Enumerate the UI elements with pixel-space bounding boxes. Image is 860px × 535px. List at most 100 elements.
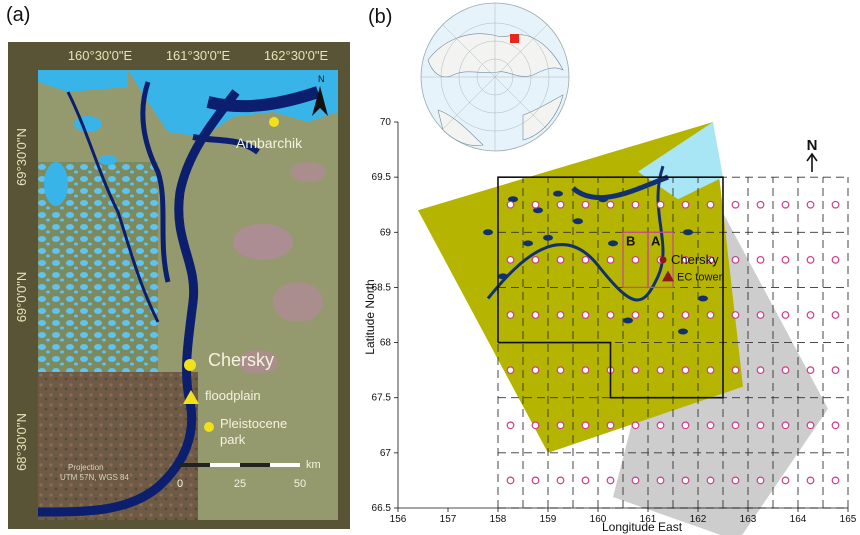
left-coord-1: 69°30'0"N (14, 128, 29, 186)
grid-point (606, 200, 615, 209)
grid-point (806, 476, 815, 485)
grid-points (506, 200, 840, 485)
x-axis-label: Longitude East (602, 520, 683, 534)
lake-9 (498, 273, 508, 280)
lake-13 (623, 317, 633, 324)
grid-point (831, 255, 840, 264)
grid-point (581, 421, 590, 430)
domain-boundary (497, 176, 724, 399)
model-grid-chart: 156 157 158 159 160 161 162 163 164 165 66.5 67 67.5… (363, 2, 857, 535)
ec-tower-label: EC tower (677, 271, 723, 283)
grid-point (606, 421, 615, 430)
grid-point (706, 421, 715, 430)
grid-point (556, 476, 565, 485)
x-tick-label: 163 (740, 514, 757, 525)
grid-point (731, 421, 740, 430)
scale-label-25: 25 (234, 478, 246, 490)
north-indicator-icon: N (806, 137, 818, 172)
river-kolyma (486, 165, 665, 302)
ambarchik-label: Ambarchik (236, 135, 303, 151)
x-tick-label: 159 (540, 514, 557, 525)
grid-point (556, 311, 565, 319)
projection-label-1: Projection (68, 463, 104, 472)
y-tick-label: 68.5 (372, 282, 392, 293)
grid-point (631, 200, 640, 209)
x-tick-label: 160 (590, 514, 607, 525)
y-tick-label: 69 (380, 227, 392, 238)
y-tick-label: 70 (380, 117, 392, 128)
north-label-b: N (807, 137, 818, 154)
grid-point (531, 311, 540, 319)
x-tick-label: 165 (840, 514, 857, 525)
floodplain-label: floodplain (205, 388, 261, 403)
lake-8 (483, 229, 493, 236)
grid-point (581, 476, 590, 485)
lake-5 (523, 240, 533, 247)
site-markers (659, 256, 674, 282)
grid-point (556, 366, 565, 375)
grid-point (506, 366, 515, 375)
grid-point (681, 366, 690, 375)
grid-point (781, 311, 790, 319)
grid-point (531, 366, 540, 375)
grid-point (581, 311, 590, 319)
domain-outline (497, 176, 724, 399)
lake-6 (543, 234, 553, 241)
grid-point (556, 255, 565, 264)
x-tick-label: 156 (390, 514, 407, 525)
north-arrow-icon: N (312, 74, 328, 116)
imagery (37, 70, 338, 520)
x-tick-label: 158 (490, 514, 507, 525)
grid-point (706, 476, 715, 485)
axes: 156 157 158 159 160 161 162 163 164 165 66.5 67 67.5… (372, 117, 857, 525)
panel-a-label: (a) (6, 4, 31, 26)
grid-point (731, 366, 740, 375)
grid-point (831, 366, 840, 375)
grid-point (656, 311, 665, 319)
grid-point (606, 311, 615, 319)
chersky-point (659, 256, 667, 264)
lake-1 (533, 207, 543, 214)
grid-point (531, 421, 540, 430)
grid-point (656, 366, 665, 375)
grid-point (756, 366, 765, 375)
y-tick-label: 69.5 (372, 172, 392, 183)
grid-point (756, 200, 765, 209)
grid-point (581, 366, 590, 375)
grid-point (831, 200, 840, 209)
grid-point (756, 476, 765, 485)
grid-point (706, 311, 715, 319)
lake-0 (508, 196, 518, 203)
floodplain-marker (183, 390, 199, 404)
grid-point (681, 255, 690, 264)
left-coord-2: 69°0'0"N (14, 272, 29, 323)
scale-bar: km 0 25 50 (177, 459, 321, 490)
y-tick-label: 66.5 (372, 503, 392, 514)
grid-point (781, 255, 790, 264)
pleistocene-park-label-1: Pleistocene (220, 416, 287, 431)
study-boxes (622, 231, 674, 289)
grid-point (531, 255, 540, 264)
grid-point (556, 200, 565, 209)
y-tick-label: 67 (380, 448, 392, 459)
study-area-marker (510, 34, 519, 43)
grid-point (606, 476, 615, 485)
lake-2 (553, 190, 563, 197)
scale-label-0: 0 (177, 478, 183, 490)
grid-point (506, 421, 515, 430)
grid-point (731, 476, 740, 485)
y-axis-label: Latitude North (363, 279, 377, 354)
pleistocene-park-marker (204, 422, 214, 432)
lake-3 (573, 218, 583, 225)
top-coord-2: 161°30'0"E (166, 48, 231, 63)
polar-inset-globe (420, 2, 570, 152)
x-tick-label: 162 (690, 514, 707, 525)
y-tick-label: 67.5 (372, 393, 392, 404)
satellite-map: 160°30'0"E 161°30'0"E 162°30'0"E 69°30'0… (8, 42, 350, 529)
grid-point (656, 476, 665, 485)
box-a-label: A (651, 233, 661, 248)
river-channel-north (571, 174, 669, 200)
grid-point (631, 476, 640, 485)
grid-point (781, 476, 790, 485)
grid-point (756, 311, 765, 319)
